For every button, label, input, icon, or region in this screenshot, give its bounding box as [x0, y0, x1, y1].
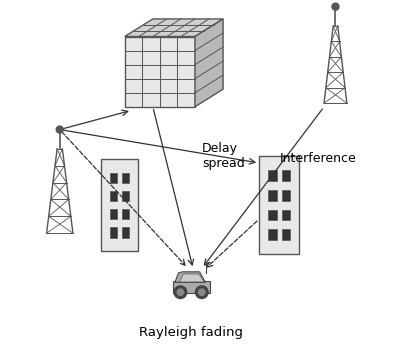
Bar: [282, 190, 290, 201]
Bar: [101, 159, 138, 251]
Bar: [282, 170, 290, 181]
Bar: [173, 281, 210, 293]
Bar: [109, 191, 117, 201]
Circle shape: [56, 126, 63, 133]
Bar: [109, 228, 117, 238]
Text: Rayleigh fading: Rayleigh fading: [139, 326, 244, 338]
Polygon shape: [125, 19, 223, 36]
Bar: [109, 209, 117, 219]
Bar: [122, 191, 129, 201]
Circle shape: [196, 286, 208, 298]
Bar: [125, 36, 195, 107]
Bar: [282, 210, 290, 220]
Bar: [269, 170, 277, 181]
Circle shape: [177, 289, 183, 295]
Bar: [122, 209, 129, 219]
Polygon shape: [175, 272, 206, 282]
Bar: [269, 229, 277, 240]
Bar: [269, 210, 277, 220]
Circle shape: [174, 286, 187, 298]
Bar: [269, 190, 277, 201]
Bar: [282, 229, 290, 240]
Circle shape: [332, 3, 339, 10]
Polygon shape: [195, 19, 223, 107]
Bar: [109, 173, 117, 183]
Bar: [122, 173, 129, 183]
Polygon shape: [180, 274, 204, 282]
Bar: [259, 156, 299, 254]
Text: Interference: Interference: [279, 153, 356, 165]
Circle shape: [199, 289, 205, 295]
Bar: [122, 228, 129, 238]
Text: Delay
spread: Delay spread: [202, 142, 245, 170]
